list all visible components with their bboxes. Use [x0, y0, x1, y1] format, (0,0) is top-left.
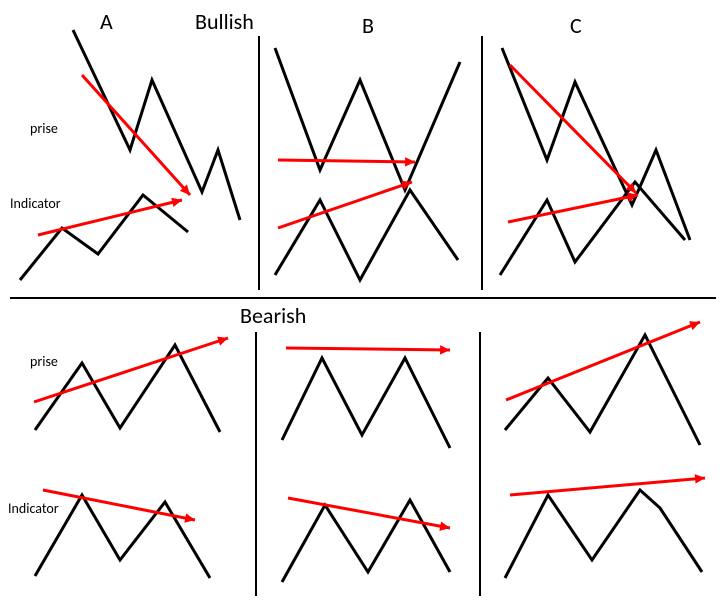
diagram-canvas	[0, 0, 720, 600]
price-indicator-lines	[20, 30, 702, 582]
